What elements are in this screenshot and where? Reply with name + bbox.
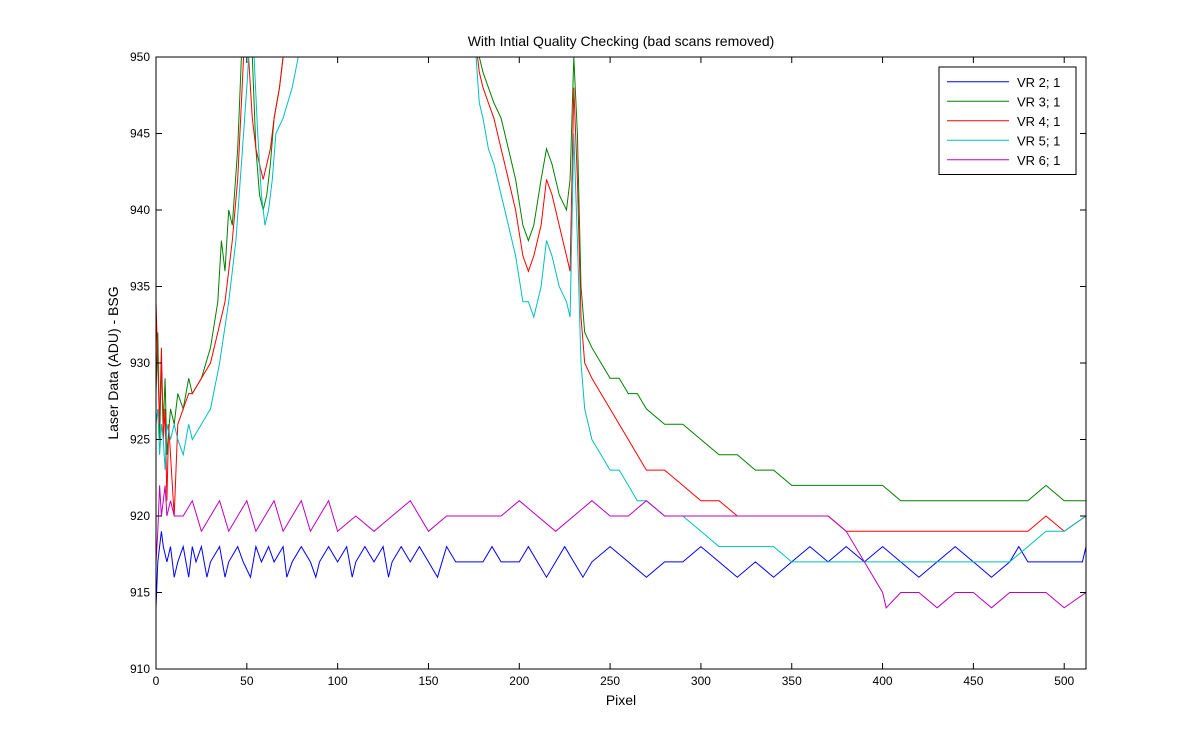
legend: VR 2; 1 VR 3; 1 VR 4; 1 VR 5; 1 VR 6; 1: [938, 66, 1077, 175]
y-tick-label: 925: [130, 433, 150, 447]
y-tick-label: 935: [130, 280, 150, 294]
x-tick-label: 350: [782, 674, 802, 688]
y-axis-label: Laser Data (ADU) - BSG: [105, 286, 121, 439]
series-layer: [156, 57, 1086, 609]
series-line-2: [156, 57, 1086, 502]
y-tick-label: 940: [130, 203, 150, 217]
legend-label-5: VR 6; 1: [1017, 153, 1060, 168]
x-tick-label: 400: [873, 674, 893, 688]
y-tick-label: 915: [130, 586, 150, 600]
series-line-5: [156, 485, 1086, 609]
y-tick-label: 920: [130, 509, 150, 523]
x-tick-label: 300: [691, 674, 711, 688]
plot-frame: [155, 56, 1087, 670]
y-tick-label: 945: [130, 127, 150, 141]
x-tick-label: 50: [240, 674, 254, 688]
legend-label-2: VR 3; 1: [1017, 94, 1060, 109]
y-tick-label: 950: [130, 50, 150, 64]
x-axis-label: Pixel: [606, 692, 636, 708]
x-tick-label: 100: [328, 674, 348, 688]
x-tick-label: 250: [600, 674, 620, 688]
ticks-layer: 0 50 100 150 200 250 300 350 400 450 500 910 915 920 9…: [130, 50, 1086, 688]
legend-label-3: VR 4; 1: [1017, 114, 1060, 129]
y-tick-label: 930: [130, 356, 150, 370]
x-tick-label: 500: [1054, 674, 1074, 688]
series-line-4: [156, 57, 1086, 563]
chart-title: With Intial Quality Checking (bad scans …: [468, 33, 775, 49]
legend-label-4: VR 5; 1: [1017, 133, 1060, 148]
x-tick-label: 0: [153, 674, 160, 688]
y-tick-label: 910: [130, 662, 150, 676]
legend-label-1: VR 2; 1: [1017, 75, 1060, 90]
x-tick-label: 200: [509, 674, 529, 688]
x-tick-label: 150: [418, 674, 438, 688]
x-tick-label: 450: [963, 674, 983, 688]
